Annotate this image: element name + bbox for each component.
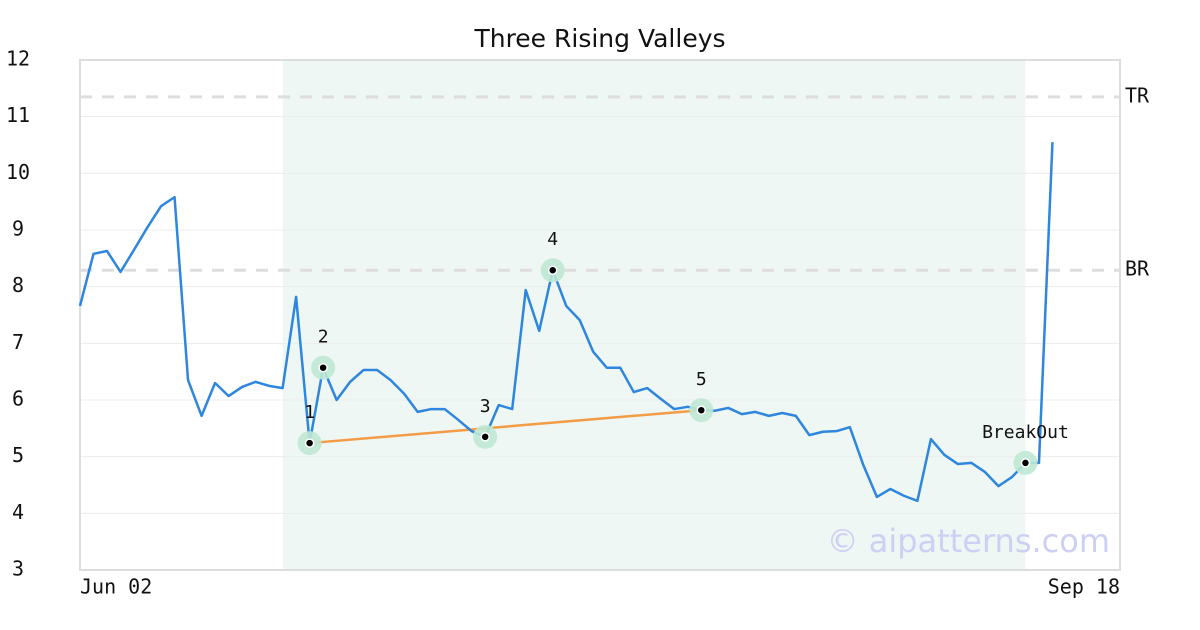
y-tick-label: 3 (12, 557, 24, 581)
y-tick-label: 12 (6, 47, 30, 71)
highlight-region (282, 60, 1026, 570)
y-tick-label: 4 (12, 500, 24, 524)
pivot-label: 2 (318, 327, 329, 348)
y-tick-label: 5 (12, 443, 24, 467)
pivot-label: BreakOut (982, 422, 1069, 443)
level-label: BR (1125, 257, 1150, 281)
y-tick-label: 7 (12, 330, 24, 354)
watermark: © aipatterns.com (827, 522, 1110, 560)
pivot-dot (696, 405, 707, 415)
pivot-label: 1 (304, 402, 315, 423)
y-tick-label: 6 (12, 387, 24, 411)
y-tick-label: 11 (6, 103, 30, 127)
y-tick-label: 10 (6, 160, 30, 184)
plot-frame (79, 59, 1121, 571)
x-tick-label: Jun 02 (80, 575, 152, 599)
price-line (78, 142, 1054, 503)
x-tick-label: Sep 18 (1048, 575, 1120, 599)
pivot-dot (480, 432, 490, 442)
pivot-dot (318, 362, 328, 373)
pivot-label: 3 (480, 396, 491, 417)
pivot-label: 4 (547, 229, 558, 250)
chart-title: Three Rising Valleys (473, 24, 725, 53)
level-label: TR (1125, 83, 1150, 107)
pivot-dot (1020, 458, 1031, 468)
y-tick-label: 8 (12, 273, 24, 297)
pivot-label: 5 (696, 369, 707, 390)
trendline (309, 408, 702, 445)
pivot-dot (547, 265, 558, 275)
pivot-dot (304, 438, 315, 448)
y-tick-label: 9 (12, 217, 24, 241)
